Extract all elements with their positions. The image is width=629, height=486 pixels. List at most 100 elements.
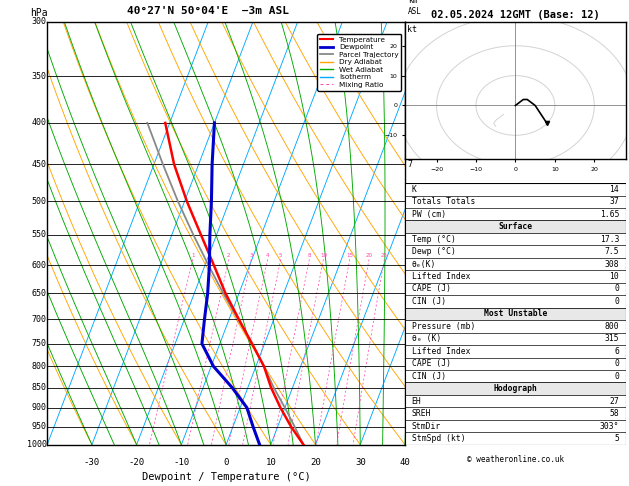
Bar: [405, 183, 626, 195]
Text: 500: 500: [32, 197, 47, 206]
Text: 10: 10: [610, 272, 619, 281]
Bar: [405, 345, 626, 358]
Text: θₑ (K): θₑ (K): [411, 334, 441, 343]
Text: 15: 15: [346, 253, 353, 258]
Text: 8: 8: [408, 119, 413, 127]
Text: 0: 0: [615, 359, 619, 368]
Text: 10: 10: [265, 458, 276, 467]
Text: Surface: Surface: [498, 222, 533, 231]
Text: Dewp (°C): Dewp (°C): [411, 247, 455, 256]
Bar: [405, 382, 626, 395]
Text: 7.5: 7.5: [604, 247, 619, 256]
Text: CIN (J): CIN (J): [411, 372, 446, 381]
Bar: [405, 195, 626, 208]
Text: Mixing Ratio (g/kg): Mixing Ratio (g/kg): [420, 232, 429, 319]
Bar: [405, 320, 626, 332]
Text: 40: 40: [399, 458, 410, 467]
Text: hPa: hPa: [30, 8, 48, 17]
Text: Lifted Index: Lifted Index: [411, 347, 470, 356]
Text: 315: 315: [604, 334, 619, 343]
Bar: [405, 370, 626, 382]
Text: 850: 850: [32, 383, 47, 392]
Text: 27: 27: [610, 397, 619, 406]
Bar: [405, 283, 626, 295]
Text: 700: 700: [32, 315, 47, 324]
Text: 800: 800: [32, 362, 47, 371]
Text: 600: 600: [32, 261, 47, 270]
Text: 1.65: 1.65: [599, 210, 619, 219]
Text: 800: 800: [604, 322, 619, 331]
Text: Most Unstable: Most Unstable: [484, 310, 547, 318]
Text: -10: -10: [174, 458, 189, 467]
Text: EH: EH: [411, 397, 421, 406]
Text: Dewpoint / Temperature (°C): Dewpoint / Temperature (°C): [142, 472, 311, 482]
Text: 3: 3: [250, 253, 253, 258]
Bar: [405, 308, 626, 320]
Title: 02.05.2024 12GMT (Base: 12): 02.05.2024 12GMT (Base: 12): [431, 10, 600, 20]
Bar: [405, 358, 626, 370]
Text: 0: 0: [615, 284, 619, 294]
Bar: [405, 258, 626, 270]
Text: θₑ(K): θₑ(K): [411, 260, 436, 269]
Text: 8: 8: [308, 253, 311, 258]
Text: 14: 14: [610, 185, 619, 194]
Text: StmDir: StmDir: [411, 421, 441, 431]
Text: 308: 308: [604, 260, 619, 269]
Text: LCL: LCL: [408, 392, 421, 401]
Text: 10: 10: [320, 253, 327, 258]
Bar: [405, 270, 626, 283]
Text: 0: 0: [615, 372, 619, 381]
Text: 30: 30: [355, 458, 365, 467]
Text: 1000: 1000: [27, 440, 47, 449]
Text: 20: 20: [365, 253, 372, 258]
Text: 0: 0: [615, 297, 619, 306]
Text: -20: -20: [128, 458, 145, 467]
Text: 2: 2: [227, 253, 231, 258]
Text: CAPE (J): CAPE (J): [411, 359, 450, 368]
Bar: [405, 420, 626, 432]
Text: 350: 350: [32, 71, 47, 81]
Text: © weatheronline.co.uk: © weatheronline.co.uk: [467, 455, 564, 464]
Text: 400: 400: [32, 119, 47, 127]
Text: 25: 25: [381, 253, 388, 258]
Text: 4: 4: [266, 253, 269, 258]
Text: StmSpd (kt): StmSpd (kt): [411, 434, 465, 443]
Bar: [405, 332, 626, 345]
Bar: [405, 221, 626, 233]
Text: 37: 37: [610, 197, 619, 207]
Text: km
ASL: km ASL: [408, 0, 421, 16]
Text: 20: 20: [310, 458, 321, 467]
Text: 550: 550: [32, 230, 47, 239]
Legend: Temperature, Dewpoint, Parcel Trajectory, Dry Adiabat, Wet Adiabat, Isotherm, Mi: Temperature, Dewpoint, Parcel Trajectory…: [317, 34, 401, 91]
Text: 2: 2: [408, 362, 413, 371]
Bar: [405, 295, 626, 308]
Text: 0: 0: [223, 458, 229, 467]
Text: 650: 650: [32, 289, 47, 298]
Text: CAPE (J): CAPE (J): [411, 284, 450, 294]
Text: PW (cm): PW (cm): [411, 210, 446, 219]
Text: Lifted Index: Lifted Index: [411, 272, 470, 281]
Text: 6: 6: [615, 347, 619, 356]
Text: kt: kt: [407, 25, 417, 34]
Text: Totals Totals: Totals Totals: [411, 197, 475, 207]
Text: 900: 900: [32, 403, 47, 412]
Text: 6: 6: [408, 197, 413, 206]
Text: 4: 4: [408, 261, 413, 270]
Text: -30: -30: [84, 458, 100, 467]
Bar: [405, 395, 626, 407]
Text: 5: 5: [279, 253, 282, 258]
Text: SREH: SREH: [411, 409, 431, 418]
Text: 3: 3: [408, 315, 413, 324]
Text: 750: 750: [32, 339, 47, 348]
Text: 1: 1: [191, 253, 194, 258]
Text: 303°: 303°: [599, 421, 619, 431]
Bar: [405, 208, 626, 221]
Text: Hodograph: Hodograph: [494, 384, 537, 393]
Text: Pressure (mb): Pressure (mb): [411, 322, 475, 331]
Bar: [405, 407, 626, 420]
Text: 58: 58: [610, 409, 619, 418]
Text: 300: 300: [32, 17, 47, 26]
Text: 1: 1: [408, 403, 413, 412]
Text: 5: 5: [615, 434, 619, 443]
Text: 5: 5: [408, 230, 413, 239]
